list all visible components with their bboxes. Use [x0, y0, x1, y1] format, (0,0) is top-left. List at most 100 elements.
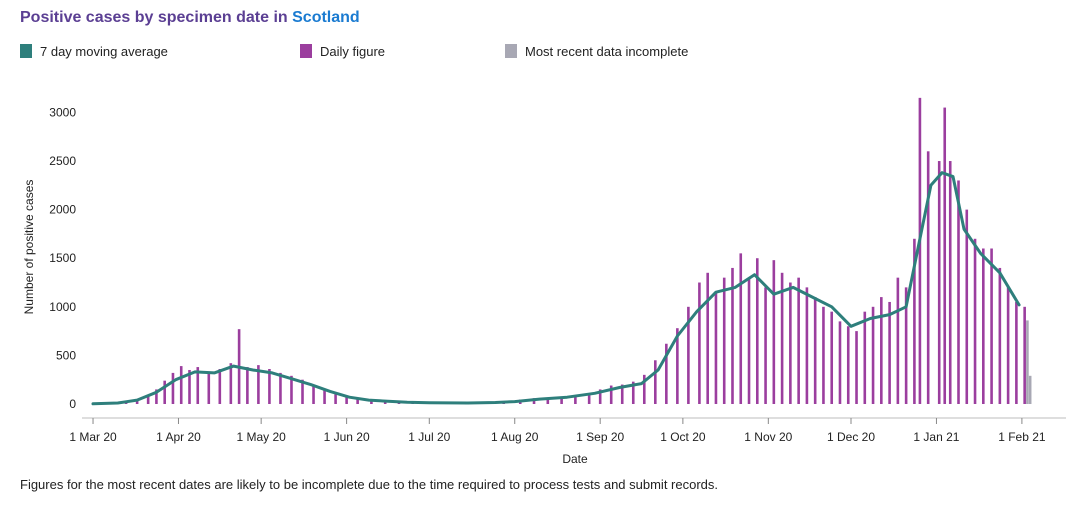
y-tick-label: 2000 — [49, 203, 76, 217]
bar — [855, 331, 858, 404]
bar — [345, 397, 348, 404]
bar — [323, 389, 326, 404]
legend-item-moving-average: 7 day moving average — [20, 41, 168, 61]
y-tick-label: 3000 — [49, 105, 76, 119]
bar — [609, 385, 613, 404]
daily-bars — [91, 97, 1032, 405]
bar — [813, 297, 817, 404]
bar — [982, 248, 985, 404]
bar — [687, 306, 690, 404]
y-tick-label: 1500 — [49, 251, 76, 265]
footnote: Figures for the most recent dates are li… — [20, 477, 719, 492]
bar — [1023, 306, 1026, 404]
bar — [888, 301, 891, 404]
x-tick-label: 1 Sep 20 — [576, 430, 624, 444]
x-axis: 1 Mar 20 1 Apr 20 1 May 20 1 Jun 20 1 Jul 20… — [69, 418, 1046, 444]
legend-swatch-incomplete — [505, 44, 517, 58]
bar — [965, 209, 969, 404]
bar — [714, 292, 718, 404]
x-tick-label: 1 Oct 20 — [660, 430, 706, 444]
x-tick-label: 1 Jun 20 — [324, 430, 370, 444]
bar — [257, 365, 260, 404]
bar — [383, 401, 387, 404]
x-tick-label: 1 May 20 — [236, 430, 286, 444]
bar — [301, 379, 304, 404]
bar — [642, 374, 646, 404]
bar — [706, 272, 709, 404]
bar — [1006, 287, 1010, 404]
bar — [356, 399, 359, 404]
bar — [822, 306, 825, 404]
bar — [838, 321, 842, 404]
bar — [998, 267, 1002, 404]
bar — [631, 381, 635, 404]
moving-average-line — [91, 171, 1021, 406]
x-tick-label: 1 Feb 21 — [998, 430, 1046, 444]
legend-swatch-moving-average — [20, 44, 32, 58]
legend-item-incomplete: Most recent data incomplete — [505, 41, 688, 61]
bar — [772, 260, 776, 404]
bar — [880, 297, 883, 404]
y-axis: 0 500 1000 1500 2000 2500 3000 — [49, 105, 76, 411]
bar — [764, 287, 767, 404]
bar — [918, 97, 922, 404]
bar — [620, 384, 624, 404]
bar — [290, 375, 293, 404]
bar — [830, 311, 834, 404]
bar — [957, 180, 960, 404]
bar — [943, 107, 947, 404]
bar — [370, 400, 373, 404]
bar — [1028, 375, 1032, 404]
y-tick-label: 0 — [69, 397, 76, 411]
legend-swatch-daily-figure — [300, 44, 312, 58]
bar — [665, 343, 668, 404]
bar — [574, 396, 577, 404]
bar — [739, 253, 743, 404]
x-tick-label: 1 Nov 20 — [744, 430, 792, 444]
bar — [598, 389, 602, 404]
x-tick-label: 1 Aug 20 — [491, 430, 539, 444]
bar — [973, 238, 977, 404]
bar — [587, 393, 591, 404]
y-tick-label: 500 — [56, 348, 76, 362]
bar — [546, 398, 550, 404]
y-axis-title: Number of positive cases — [22, 180, 36, 315]
bar — [179, 366, 183, 404]
bar — [560, 397, 563, 404]
bar — [1015, 301, 1018, 404]
bar — [926, 151, 930, 404]
x-tick-label: 1 Jul 20 — [408, 430, 450, 444]
bar — [948, 161, 952, 404]
bar — [990, 248, 993, 404]
bar — [654, 360, 657, 404]
bar — [334, 394, 337, 404]
bar — [196, 367, 200, 404]
bar — [229, 363, 233, 404]
bar — [731, 267, 734, 404]
x-tick-label: 1 Dec 20 — [827, 430, 875, 444]
x-tick-label: 1 Mar 20 — [69, 430, 117, 444]
bar — [896, 277, 900, 404]
bar — [805, 287, 809, 404]
x-tick-label: 1 Apr 20 — [156, 430, 201, 444]
chart-title: Positive cases by specimen date in Scotl… — [20, 9, 360, 27]
title-place: Scotland — [292, 9, 360, 26]
bar — [163, 380, 166, 404]
bar — [676, 328, 679, 404]
bar — [913, 238, 916, 404]
bar — [747, 277, 751, 404]
bar — [246, 367, 249, 404]
legend-label-incomplete: Most recent data incomplete — [525, 43, 689, 59]
bar — [1026, 320, 1029, 404]
title-prefix: Positive cases by specimen date in — [20, 9, 293, 26]
bar — [722, 277, 726, 404]
legend-item-daily-figure: Daily figure — [300, 41, 385, 61]
legend-label-daily-figure: Daily figure — [320, 43, 386, 59]
x-tick-label: 1 Jan 21 — [913, 430, 959, 444]
bar — [780, 272, 784, 404]
bar — [863, 311, 867, 404]
bar — [789, 282, 792, 404]
bar — [146, 394, 150, 404]
bar — [155, 389, 158, 404]
